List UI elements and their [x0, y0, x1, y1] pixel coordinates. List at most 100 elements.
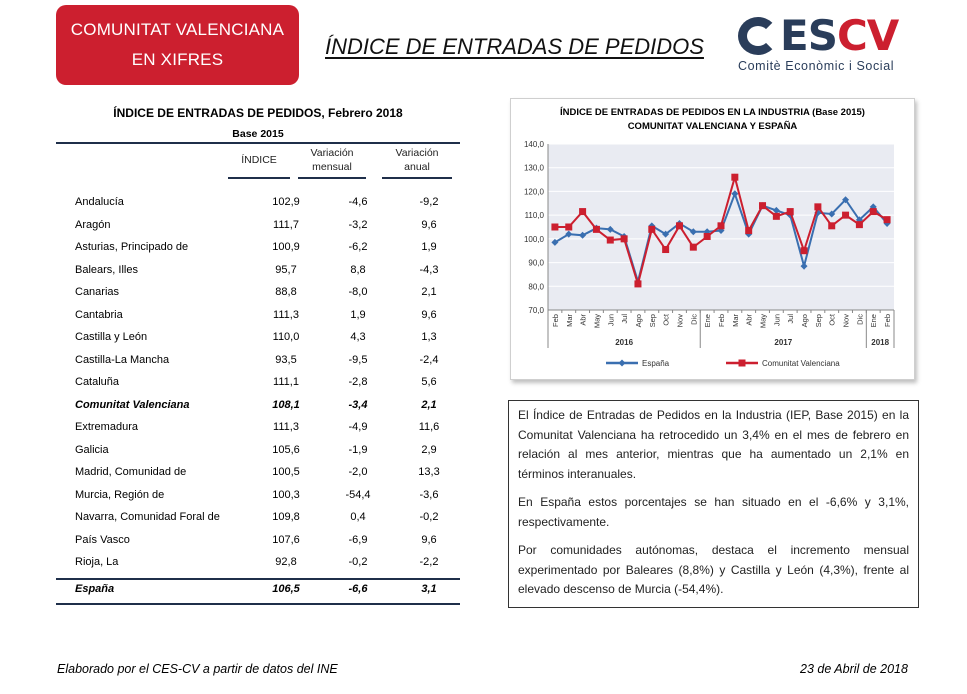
- data-point: [842, 196, 850, 204]
- row-name: Andalucía: [75, 196, 124, 208]
- footer-source: Elaborado por el CES-CV a partir de dato…: [57, 662, 338, 676]
- row-anual: 5,6: [421, 376, 437, 388]
- col-rule-indice: [228, 177, 290, 179]
- chart-title: ÍNDICE DE ENTRADAS DE PEDIDOS EN LA INDU…: [560, 107, 865, 118]
- data-point: [800, 247, 808, 255]
- row-name: Cataluña: [75, 376, 120, 388]
- row-anual: 9,6: [421, 533, 437, 546]
- col-header-anual-line1: Variación: [395, 147, 439, 159]
- table-row-total: España 106,5 -6,6 3,1: [75, 580, 440, 598]
- table-row: Rioja, La 92,8 -0,2 -2,2: [75, 553, 440, 571]
- row-mensual: -0,2: [348, 556, 368, 568]
- row-mensual: 8,8: [350, 263, 366, 276]
- total-top-rule: [56, 578, 460, 580]
- x-tick-label: Nov: [842, 314, 851, 328]
- col-header-mensual-line2: mensual: [312, 161, 352, 173]
- row-indice: 111,3: [273, 308, 299, 321]
- col-rule-mensual: [298, 177, 366, 179]
- data-point: [828, 222, 836, 230]
- table-bottom-rule: [56, 603, 460, 605]
- row-mensual: -54,4: [345, 488, 371, 501]
- row-indice: 100,3: [272, 488, 300, 501]
- x-tick-label: Feb: [551, 314, 560, 327]
- table-base: Base 2015: [232, 128, 284, 140]
- table-row: Asturias, Principado de 100,9 -6,2 1,9: [75, 238, 440, 256]
- row-indice: 105,6: [272, 443, 300, 456]
- data-point: [551, 223, 559, 231]
- y-tick-label: 110,0: [525, 211, 545, 220]
- x-tick-label: Jul: [786, 314, 795, 324]
- legend-label: Comunitat Valenciana: [762, 359, 840, 368]
- ces-cv-logo: ESCV Comitè Econòmic i Social: [738, 14, 920, 76]
- row-indice: 93,5: [275, 353, 297, 366]
- row-name: España: [75, 583, 115, 595]
- table-title: ÍNDICE DE ENTRADAS DE PEDIDOS, Febrero 2…: [113, 106, 403, 120]
- y-tick-label: 80,0: [528, 282, 544, 291]
- data-point: [606, 225, 614, 233]
- data-point: [606, 236, 614, 244]
- row-mensual: 1,9: [350, 308, 366, 321]
- row-anual: -4,3: [419, 263, 439, 276]
- row-mensual: -3,4: [348, 398, 368, 411]
- x-tick-label: Ene: [869, 314, 878, 327]
- row-anual: 9,6: [421, 218, 437, 231]
- data-point: [592, 225, 600, 233]
- x-tick-label: Mar: [565, 314, 574, 327]
- data-point: [648, 225, 656, 233]
- row-mensual: 4,3: [350, 331, 366, 343]
- row-anual: 3,1: [421, 583, 437, 595]
- col-header-indice: ÍNDICE: [241, 154, 277, 166]
- row-indice: 111,3: [273, 421, 299, 433]
- data-point: [869, 203, 877, 211]
- data-point: [565, 223, 573, 231]
- row-mensual: -6,6: [348, 583, 368, 595]
- table-row: Aragón 111,7 -3,2 9,6: [75, 216, 440, 234]
- commentary-paragraph-2: En España estos porcentajes se han situa…: [518, 495, 909, 529]
- x-tick-label: Feb: [717, 314, 726, 327]
- x-tick-label: Dic: [689, 314, 698, 325]
- row-mensual: -6,9: [348, 533, 368, 546]
- data-point: [620, 235, 628, 243]
- x-tick-label: Mar: [731, 314, 740, 327]
- table-row: Comunitat Valenciana 108,1 -3,4 2,1: [75, 396, 440, 414]
- y-tick-label: 130,0: [524, 164, 545, 173]
- data-point: [828, 210, 836, 218]
- y-tick-label: 120,0: [524, 187, 545, 196]
- x-tick-label: Feb: [883, 314, 892, 327]
- logo-text-dark: ES: [780, 11, 838, 60]
- data-point: [689, 228, 697, 236]
- x-tick-label: Ago: [634, 314, 643, 327]
- chart-subtitle: COMUNITAT VALENCIANA Y ESPAÑA: [627, 121, 798, 132]
- x-tick-label: Sep: [814, 314, 823, 327]
- x-tick-label: Jun: [772, 314, 781, 326]
- footer-date: 23 de Abril de 2018: [800, 662, 908, 676]
- table-row: Madrid, Comunidad de 100,5 -2,0 13,3: [75, 463, 440, 481]
- row-anual: 2,1: [421, 398, 437, 411]
- x-tick-label: May: [592, 314, 601, 328]
- data-point: [772, 206, 780, 214]
- table-row: Murcia, Región de 100,3 -54,4 -3,6: [75, 486, 440, 504]
- col-rule-anual: [382, 177, 452, 179]
- x-tick-label: Abr: [745, 313, 754, 325]
- row-anual: 2,1: [421, 286, 437, 298]
- table-row: Castilla y León 110,0 4,3 1,3: [75, 328, 440, 346]
- row-mensual: -1,9: [348, 443, 368, 456]
- data-point: [855, 221, 863, 229]
- row-name: Comunitat Valenciana: [75, 398, 190, 411]
- row-name: Balears, Illes: [75, 263, 138, 276]
- row-mensual: -2,8: [348, 376, 368, 388]
- data-point: [883, 216, 891, 224]
- data-point: [689, 243, 697, 251]
- data-point: [759, 202, 767, 210]
- region-badge: COMUNITAT VALENCIANA EN XIFRES: [56, 5, 299, 85]
- x-tick-label: Jul: [620, 314, 629, 324]
- data-point: [772, 212, 780, 220]
- row-name: Castilla-La Mancha: [75, 353, 170, 366]
- logo-text-red: CV: [836, 11, 899, 60]
- row-indice: 111,7: [273, 218, 299, 231]
- x-tick-label: Jun: [606, 314, 615, 326]
- row-name: Navarra, Comunidad Foral de: [75, 511, 220, 523]
- row-mensual: -4,6: [348, 196, 368, 208]
- row-indice: 88,8: [275, 286, 297, 298]
- row-name: Cantabria: [75, 308, 123, 321]
